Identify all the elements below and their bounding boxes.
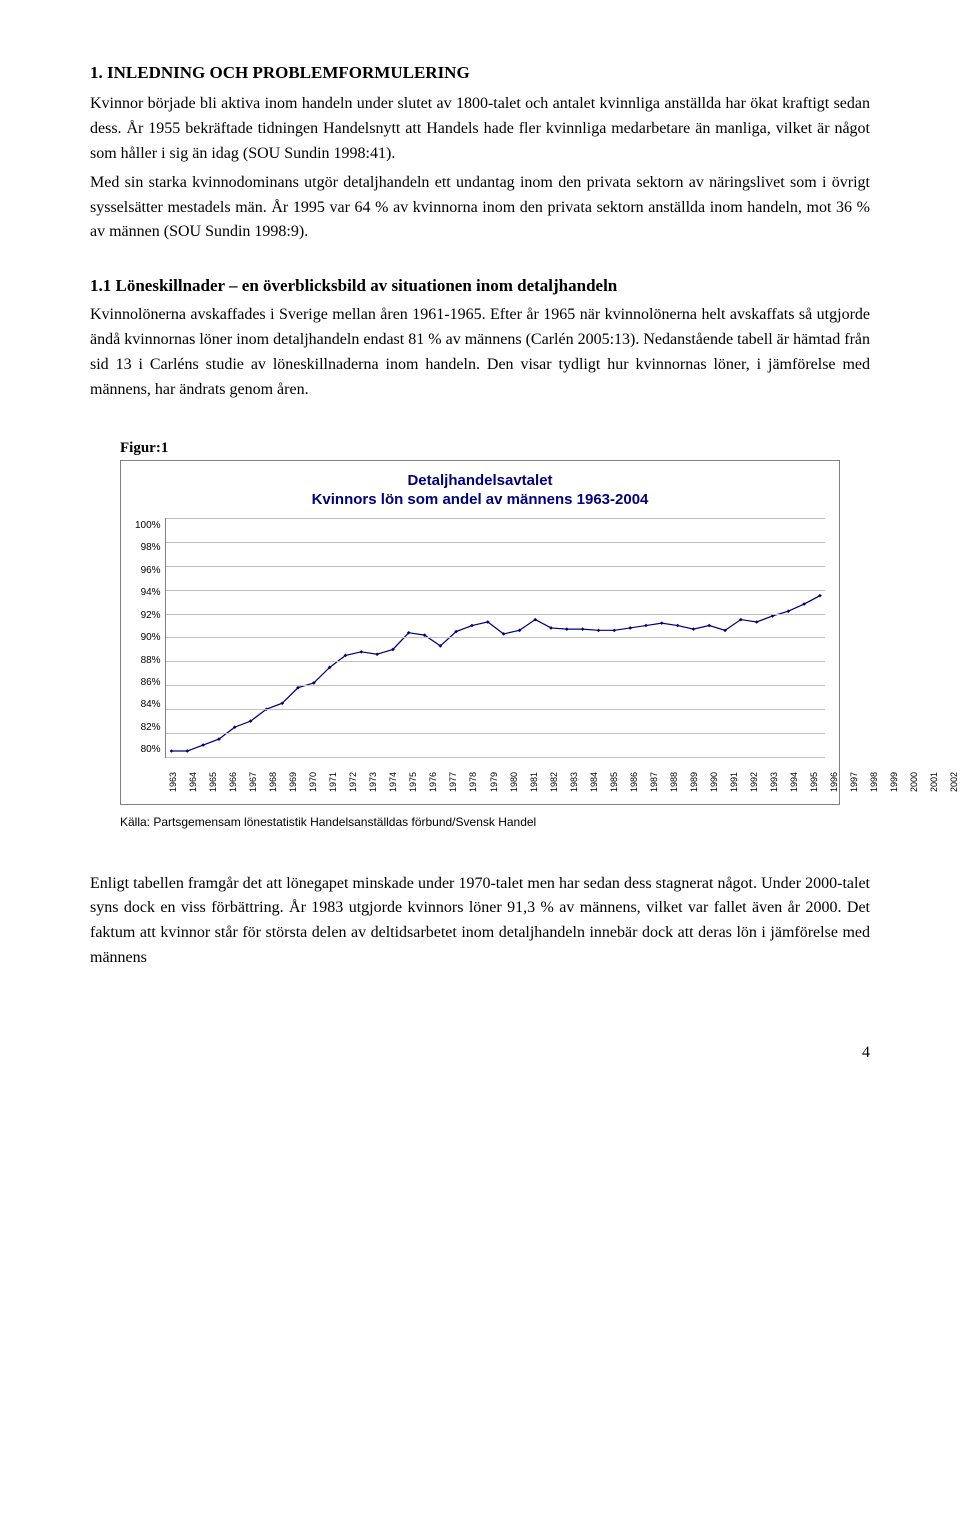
series-line bbox=[171, 596, 819, 751]
grid-line bbox=[166, 590, 825, 591]
series-marker bbox=[675, 624, 679, 628]
grid-line bbox=[166, 709, 825, 710]
grid-line bbox=[166, 637, 825, 638]
chart-title: Detaljhandelsavtalet Kvinnors lön som an… bbox=[135, 471, 825, 510]
x-tick-label: 2002 bbox=[948, 772, 960, 792]
series-marker bbox=[470, 624, 474, 628]
y-tick-label: 94% bbox=[135, 585, 161, 601]
plot-area bbox=[165, 518, 825, 758]
paragraph-1: Kvinnor började bli aktiva inom handeln … bbox=[90, 92, 870, 166]
y-tick-label: 84% bbox=[135, 697, 161, 713]
paragraph-3: Kvinnolönerna avskaffades i Sverige mell… bbox=[90, 303, 870, 402]
y-tick-label: 98% bbox=[135, 540, 161, 556]
series-marker bbox=[169, 749, 173, 753]
subsection-heading: 1.1 Löneskillnader – en överblicksbild a… bbox=[90, 273, 870, 299]
y-tick-label: 88% bbox=[135, 653, 161, 669]
grid-line bbox=[166, 614, 825, 615]
series-marker bbox=[659, 621, 663, 625]
series-marker bbox=[359, 650, 363, 654]
y-tick-label: 90% bbox=[135, 630, 161, 646]
grid-line bbox=[166, 733, 825, 734]
series-marker bbox=[754, 620, 758, 624]
grid-line bbox=[166, 566, 825, 567]
series-marker bbox=[596, 628, 600, 632]
paragraph-4: Enligt tabellen framgår det att lönegape… bbox=[90, 872, 870, 971]
figure-label: Figur:1 bbox=[90, 437, 870, 460]
series-marker bbox=[612, 628, 616, 632]
chart-title-line2: Kvinnors lön som andel av männens 1963-2… bbox=[312, 491, 649, 508]
grid-line bbox=[166, 757, 825, 758]
grid-line bbox=[166, 542, 825, 543]
series-marker bbox=[770, 614, 774, 618]
paragraph-2: Med sin starka kvinnodominans utgör deta… bbox=[90, 171, 870, 245]
series-marker bbox=[201, 743, 205, 747]
x-axis: 1963196419651966196719681969197019711972… bbox=[167, 762, 825, 796]
series-marker bbox=[185, 749, 189, 753]
series-marker bbox=[580, 627, 584, 631]
grid-line bbox=[166, 518, 825, 519]
series-marker bbox=[644, 624, 648, 628]
grid-line bbox=[166, 661, 825, 662]
line-chart: Detaljhandelsavtalet Kvinnors lön som an… bbox=[120, 460, 840, 805]
y-tick-label: 82% bbox=[135, 720, 161, 736]
series-marker bbox=[375, 652, 379, 656]
series-marker bbox=[691, 627, 695, 631]
page-number: 4 bbox=[90, 1041, 870, 1066]
plot-area-wrapper: 100% 98% 96% 94% 92% 90% 88% 86% 84% 82% 80% bbox=[135, 518, 825, 758]
grid-line bbox=[166, 685, 825, 686]
y-tick-label: 100% bbox=[135, 518, 161, 534]
y-tick-label: 86% bbox=[135, 675, 161, 691]
y-tick-label: 96% bbox=[135, 563, 161, 579]
chart-title-line1: Detaljhandelsavtalet bbox=[407, 472, 552, 489]
series-marker bbox=[628, 626, 632, 630]
chart-source: Källa: Partsgemensam lönestatistik Hande… bbox=[120, 813, 840, 832]
y-axis: 100% 98% 96% 94% 92% 90% 88% 86% 84% 82% 80% bbox=[135, 518, 165, 758]
y-tick-label: 80% bbox=[135, 742, 161, 758]
y-tick-label: 92% bbox=[135, 608, 161, 624]
section-heading: 1. INLEDNING OCH PROBLEMFORMULERING bbox=[90, 60, 870, 86]
series-marker bbox=[565, 627, 569, 631]
series-marker bbox=[707, 624, 711, 628]
